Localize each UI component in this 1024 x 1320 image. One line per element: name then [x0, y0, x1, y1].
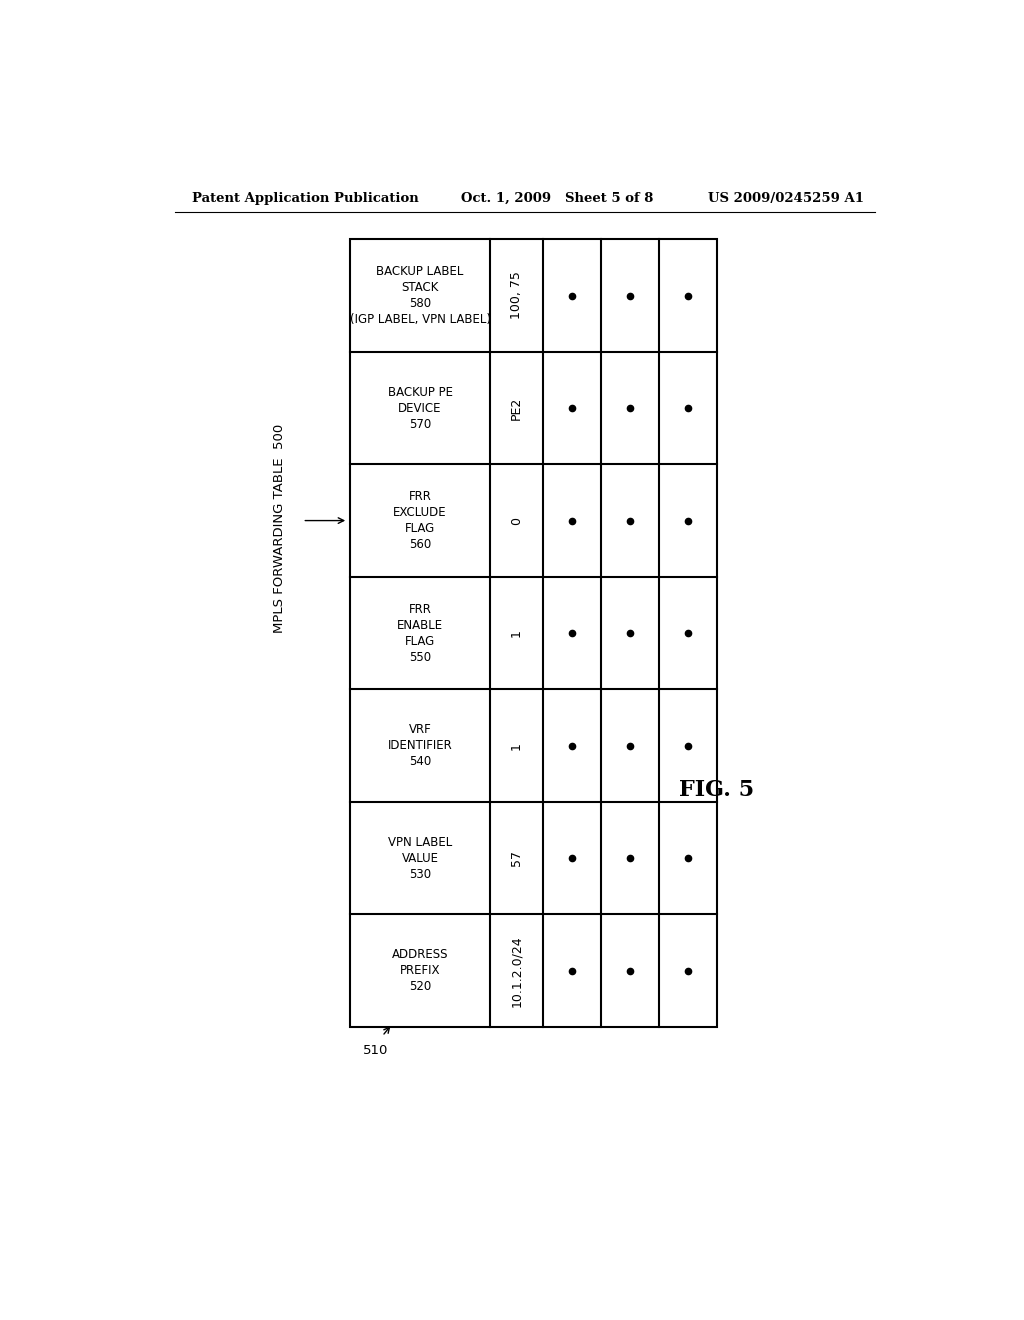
Text: MPLS FORWARDING TABLE  500: MPLS FORWARDING TABLE 500 — [272, 424, 286, 632]
Text: 10.1.2.0/24: 10.1.2.0/24 — [510, 935, 523, 1007]
Text: FIG. 5: FIG. 5 — [680, 779, 755, 801]
Text: 510: 510 — [364, 1044, 389, 1056]
Text: FRR
ENABLE
FLAG
550: FRR ENABLE FLAG 550 — [397, 603, 443, 664]
Text: VRF
IDENTIFIER
540: VRF IDENTIFIER 540 — [388, 723, 453, 768]
Text: Patent Application Publication: Patent Application Publication — [191, 191, 418, 205]
Text: PE2: PE2 — [510, 396, 523, 420]
Text: 100, 75: 100, 75 — [510, 272, 523, 319]
Text: VPN LABEL
VALUE
530: VPN LABEL VALUE 530 — [388, 836, 453, 880]
Bar — [350, 239, 717, 1027]
Text: BACKUP PE
DEVICE
570: BACKUP PE DEVICE 570 — [387, 385, 453, 430]
Text: BACKUP LABEL
STACK
580
(IGP LABEL, VPN LABEL): BACKUP LABEL STACK 580 (IGP LABEL, VPN L… — [349, 265, 490, 326]
Text: 57: 57 — [510, 850, 523, 866]
Text: FRR
EXCLUDE
FLAG
560: FRR EXCLUDE FLAG 560 — [393, 490, 446, 550]
Text: 0: 0 — [510, 516, 523, 524]
Text: Oct. 1, 2009   Sheet 5 of 8: Oct. 1, 2009 Sheet 5 of 8 — [461, 191, 653, 205]
Text: 1: 1 — [510, 742, 523, 750]
Text: US 2009/0245259 A1: US 2009/0245259 A1 — [709, 191, 864, 205]
Text: ADDRESS
PREFIX
520: ADDRESS PREFIX 520 — [392, 948, 449, 993]
Text: 1: 1 — [510, 630, 523, 638]
